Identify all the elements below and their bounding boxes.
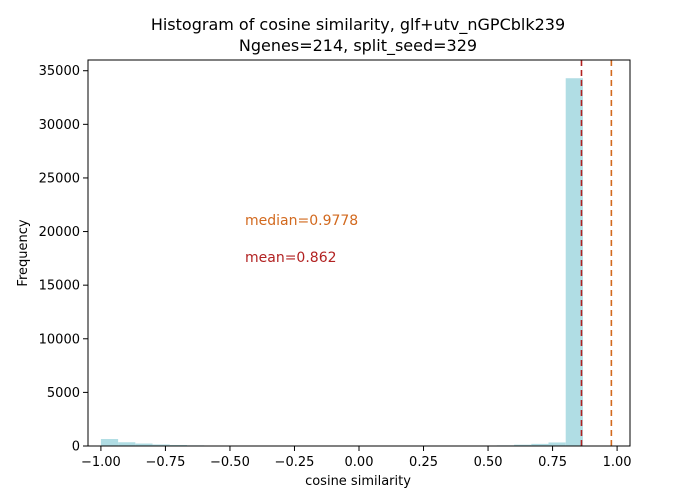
y-tick-label: 35000 bbox=[39, 64, 80, 79]
y-tick-label: 25000 bbox=[39, 171, 80, 186]
y-tick-label: 15000 bbox=[39, 279, 80, 294]
y-axis-label: Frequency bbox=[16, 219, 31, 286]
histogram-bar bbox=[101, 439, 118, 446]
y-axis-ticks: 0 5000 10000 15000 20000 25000 30000 35000 bbox=[39, 64, 88, 454]
x-tick-label: 0.75 bbox=[538, 455, 567, 470]
x-tick-label: 0.00 bbox=[345, 455, 374, 470]
median-annotation: median=0.9778 bbox=[245, 213, 358, 229]
chart-title-line1: Histogram of cosine similarity, glf+utv_… bbox=[151, 15, 565, 35]
chart-title-line2: Ngenes=214, split_seed=329 bbox=[239, 36, 477, 56]
x-axis-label: cosine similarity bbox=[305, 474, 411, 489]
y-tick-label: 0 bbox=[72, 440, 80, 455]
histogram-bars bbox=[101, 78, 583, 446]
x-tick-label: −0.50 bbox=[210, 455, 250, 470]
y-tick-label: 20000 bbox=[39, 225, 80, 240]
x-axis-ticks: −1.00 −0.75 −0.50 −0.25 0.00 0.25 0.50 0.75 1.00 bbox=[81, 446, 632, 470]
x-tick-label: −0.25 bbox=[275, 455, 315, 470]
y-tick-label: 10000 bbox=[39, 332, 80, 347]
x-tick-label: 1.00 bbox=[603, 455, 632, 470]
x-tick-label: −1.00 bbox=[81, 455, 121, 470]
stat-lines bbox=[581, 60, 611, 446]
histogram-bar bbox=[548, 442, 565, 446]
x-tick-label: 0.50 bbox=[474, 455, 503, 470]
mean-annotation: mean=0.862 bbox=[245, 250, 337, 266]
histogram-bar bbox=[566, 78, 583, 446]
plot-frame bbox=[88, 60, 630, 446]
x-tick-label: −0.75 bbox=[146, 455, 186, 470]
y-tick-label: 5000 bbox=[47, 386, 80, 401]
y-tick-label: 30000 bbox=[39, 118, 80, 133]
histogram-bar bbox=[118, 442, 135, 446]
x-tick-label: 0.25 bbox=[409, 455, 438, 470]
